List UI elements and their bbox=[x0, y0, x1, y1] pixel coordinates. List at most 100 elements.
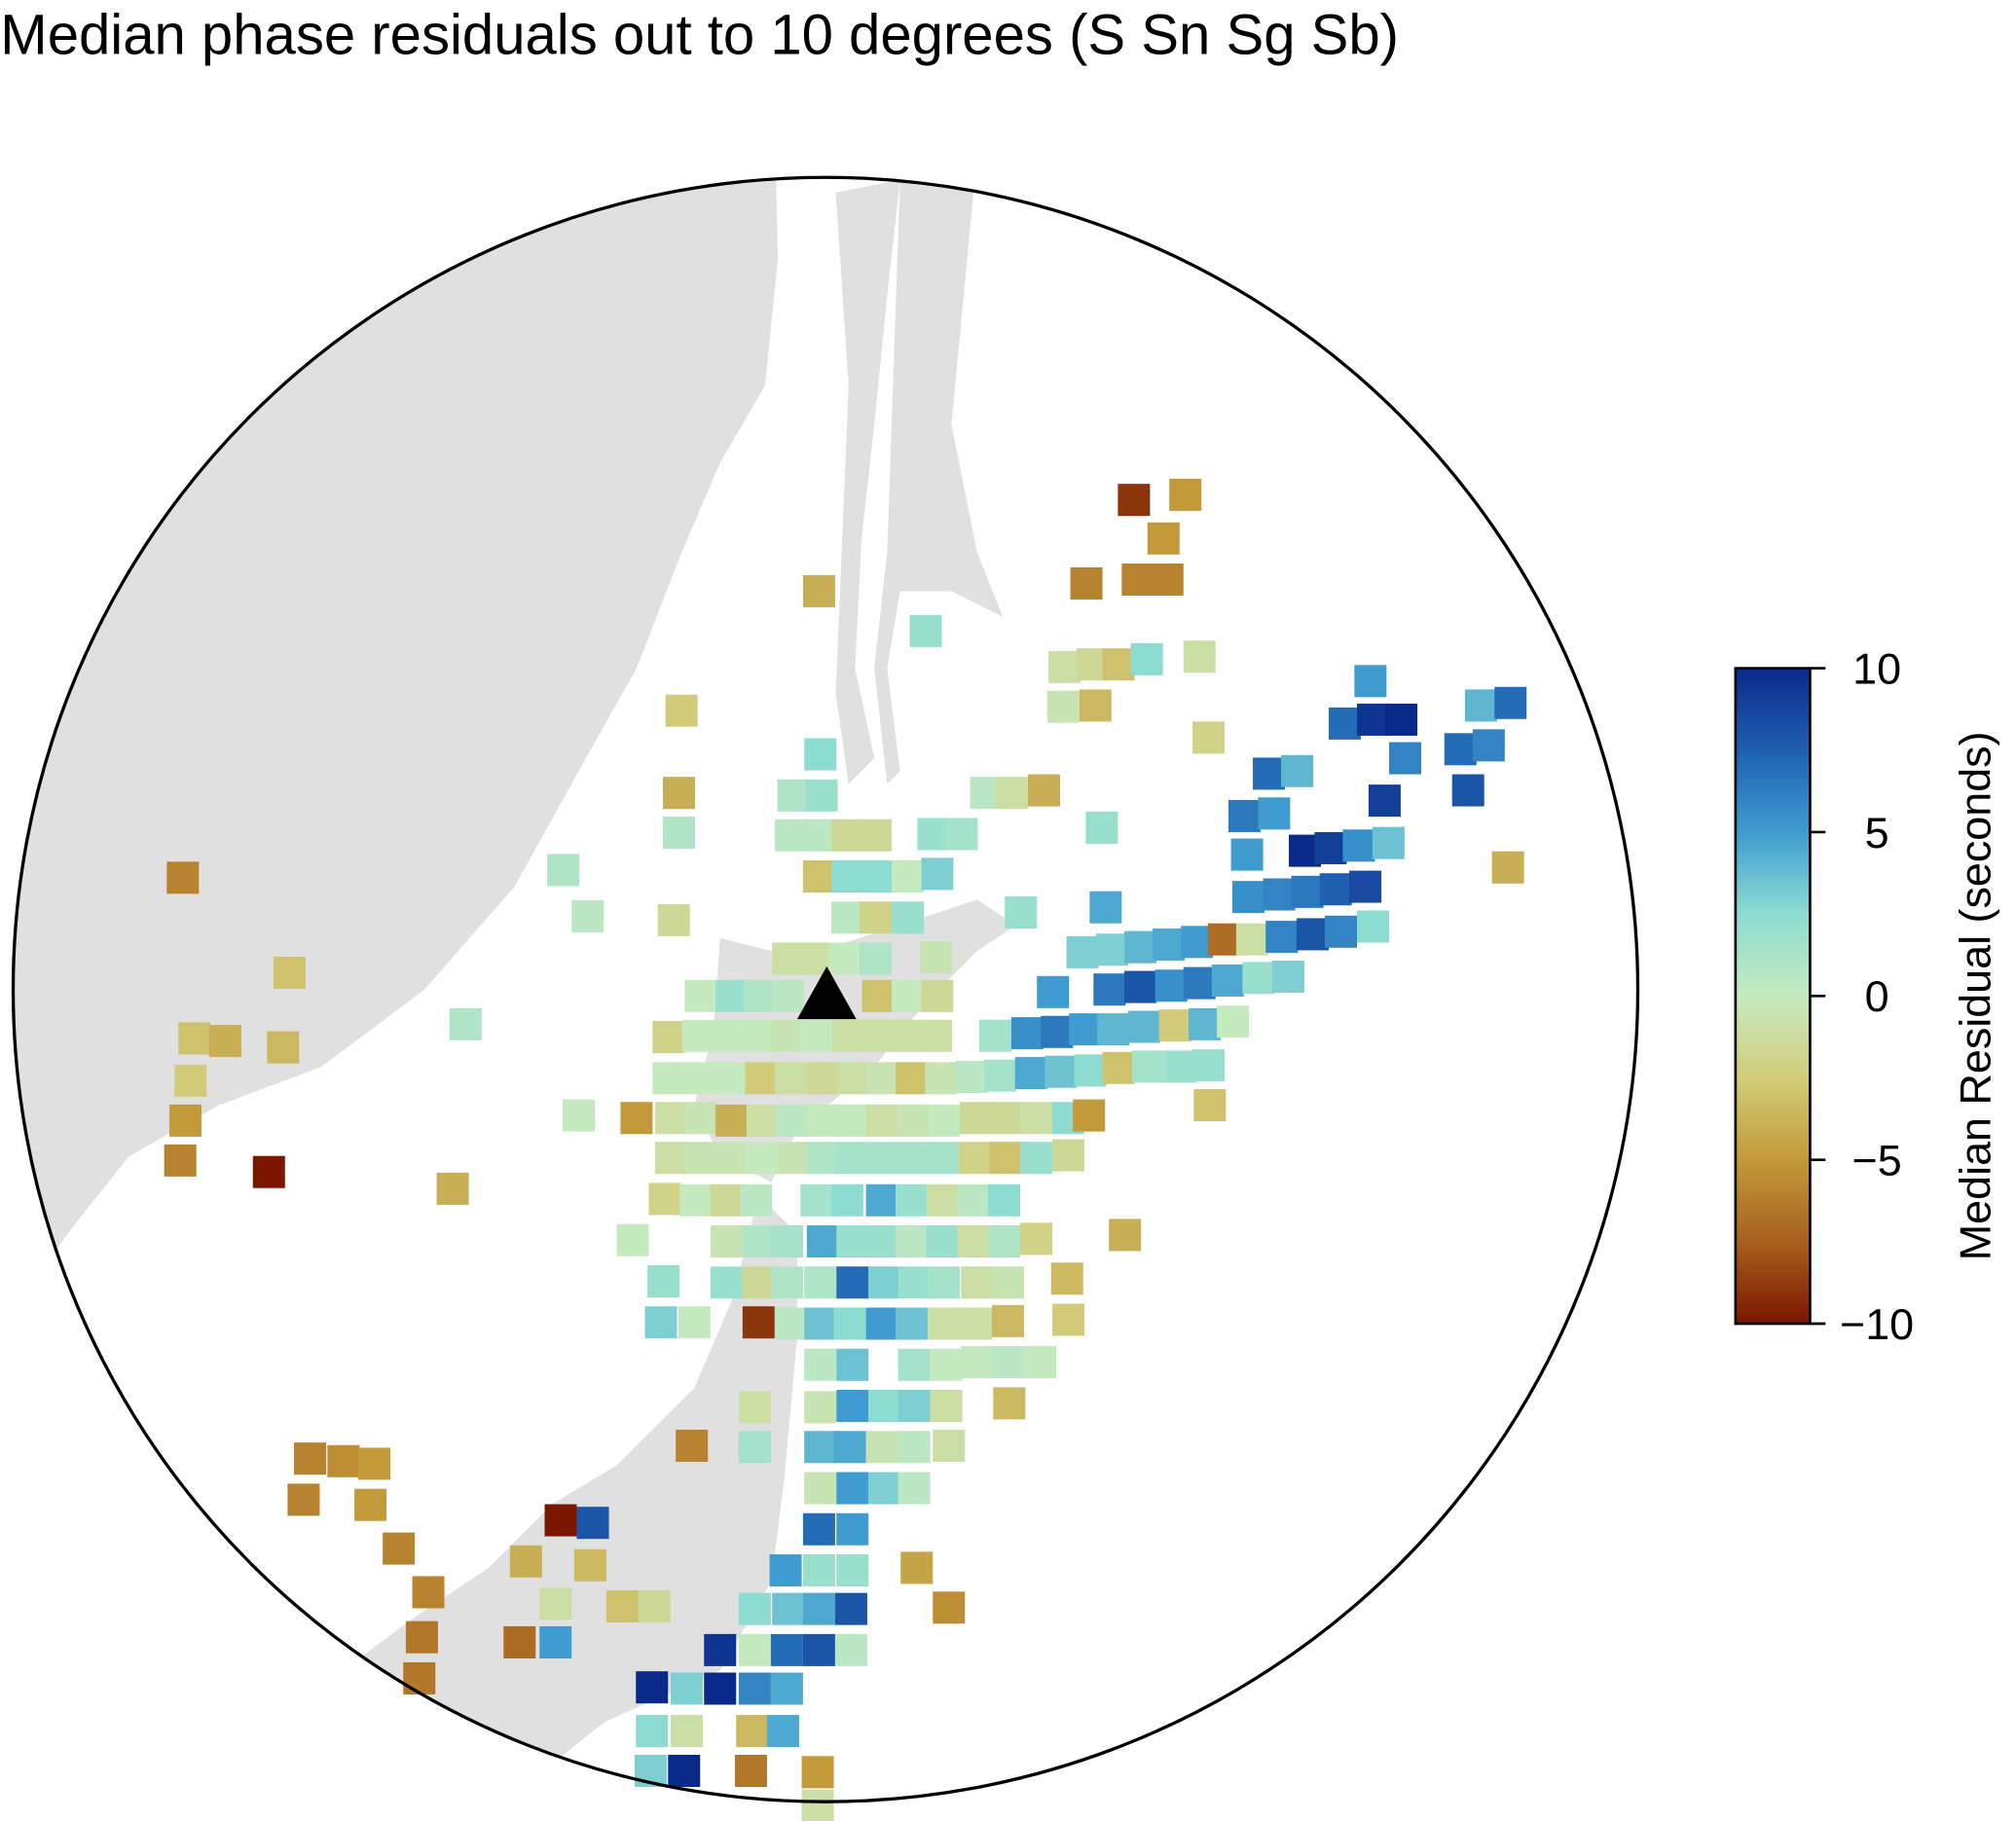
residual-cell bbox=[662, 817, 695, 850]
residual-cell bbox=[679, 1184, 713, 1217]
residual-cell bbox=[957, 1184, 990, 1217]
residual-cell bbox=[710, 1224, 743, 1258]
residual-cell bbox=[865, 1104, 898, 1137]
residual-cell bbox=[683, 1062, 716, 1095]
residual-cell bbox=[806, 1224, 839, 1258]
residual-cell bbox=[774, 1062, 807, 1095]
residual-cell bbox=[957, 1224, 990, 1258]
residual-cell bbox=[745, 1062, 778, 1095]
residual-cell bbox=[1230, 838, 1264, 871]
residual-cell bbox=[834, 1633, 867, 1666]
residual-cell bbox=[1048, 650, 1081, 683]
residual-cell bbox=[865, 1142, 898, 1175]
residual-cell bbox=[1324, 915, 1357, 948]
residual-cell bbox=[684, 979, 717, 1012]
residual-cell bbox=[802, 1512, 835, 1546]
residual-cell bbox=[1102, 1051, 1135, 1084]
residual-cell bbox=[861, 979, 895, 1012]
residual-cell bbox=[636, 1671, 669, 1704]
residual-cell bbox=[576, 1507, 609, 1540]
residual-cell bbox=[1183, 966, 1216, 1000]
residual-cell bbox=[178, 1022, 211, 1055]
residual-cell bbox=[715, 1104, 749, 1137]
residual-cell bbox=[991, 1266, 1025, 1299]
residual-cell bbox=[358, 1447, 391, 1480]
residual-cell bbox=[833, 1431, 866, 1464]
residual-cell bbox=[961, 1346, 994, 1379]
colorbar-tick-label: 5 bbox=[1865, 808, 1889, 857]
residual-cell bbox=[895, 1184, 928, 1217]
residual-cell bbox=[920, 1019, 953, 1052]
residual-cell bbox=[836, 1472, 869, 1505]
residual-cell bbox=[449, 1007, 482, 1040]
residual-cell bbox=[665, 694, 698, 727]
residual-cell bbox=[1109, 1219, 1142, 1252]
residual-cell bbox=[605, 1589, 639, 1622]
residual-cell bbox=[1052, 1303, 1085, 1336]
residual-cell bbox=[800, 1019, 833, 1052]
residual-cell bbox=[714, 1062, 747, 1095]
residual-cell bbox=[802, 819, 835, 852]
residual-cell bbox=[804, 1472, 837, 1505]
residual-cell bbox=[804, 738, 837, 771]
residual-cell bbox=[738, 1592, 771, 1625]
residual-cell bbox=[777, 1142, 810, 1175]
residual-cell bbox=[772, 942, 805, 975]
residual-cell bbox=[1451, 774, 1485, 807]
residual-cell bbox=[830, 901, 863, 934]
residual-cell bbox=[909, 614, 942, 647]
residual-cell bbox=[1356, 910, 1389, 943]
residual-cell bbox=[892, 1019, 925, 1052]
residual-cell bbox=[1189, 1007, 1222, 1040]
residual-cell bbox=[252, 1155, 285, 1188]
residual-cell bbox=[926, 1142, 959, 1175]
residual-cell bbox=[770, 1224, 803, 1258]
residual-cell bbox=[168, 1104, 202, 1137]
residual-cell bbox=[1123, 930, 1157, 964]
residual-cell bbox=[1005, 895, 1038, 929]
residual-cell bbox=[926, 1184, 959, 1217]
residual-cell bbox=[978, 1019, 1011, 1052]
residual-cell bbox=[1291, 875, 1324, 908]
residual-cell bbox=[802, 1633, 835, 1666]
residual-cell bbox=[1046, 690, 1080, 723]
residual-cell bbox=[770, 1266, 803, 1299]
residual-cell bbox=[670, 1715, 703, 1748]
residual-cell bbox=[769, 1554, 802, 1587]
residual-cell bbox=[836, 1104, 869, 1137]
residual-cell bbox=[925, 1062, 958, 1095]
residual-cell bbox=[1193, 1089, 1227, 1122]
residual-cell bbox=[652, 1062, 685, 1095]
residual-cell bbox=[710, 1184, 743, 1217]
residual-cell bbox=[1050, 1262, 1083, 1295]
residual-cell bbox=[804, 1348, 837, 1381]
residual-cell bbox=[715, 979, 749, 1012]
residual-cell bbox=[859, 942, 893, 975]
residual-cell bbox=[1118, 484, 1151, 517]
residual-cell bbox=[267, 1031, 300, 1064]
residual-cell bbox=[174, 1064, 207, 1097]
residual-cell bbox=[898, 1472, 931, 1505]
residual-cell bbox=[956, 1060, 989, 1093]
residual-cell bbox=[1296, 918, 1329, 951]
residual-cell bbox=[1123, 970, 1157, 1003]
residual-cell bbox=[1472, 729, 1505, 762]
residual-cell bbox=[164, 1144, 197, 1177]
colorbar-ticks: −10 −5 0 5 10 bbox=[1810, 643, 1914, 1349]
residual-cell bbox=[961, 1266, 994, 1299]
residual-cell bbox=[1314, 831, 1347, 864]
residual-cell bbox=[836, 1348, 869, 1381]
residual-cell bbox=[636, 1715, 669, 1748]
residual-cell bbox=[383, 1532, 416, 1565]
residual-cell bbox=[740, 1184, 773, 1217]
residual-cell bbox=[859, 819, 893, 852]
residual-cell bbox=[744, 979, 777, 1012]
residual-cell bbox=[804, 1266, 837, 1299]
residual-cell bbox=[836, 1142, 869, 1175]
residual-cell bbox=[1464, 689, 1497, 722]
residual-cell bbox=[713, 1019, 746, 1052]
residual-cell bbox=[704, 1672, 737, 1705]
residual-cell bbox=[772, 1592, 805, 1625]
residual-cell bbox=[704, 1633, 737, 1666]
residual-cell bbox=[859, 860, 893, 893]
